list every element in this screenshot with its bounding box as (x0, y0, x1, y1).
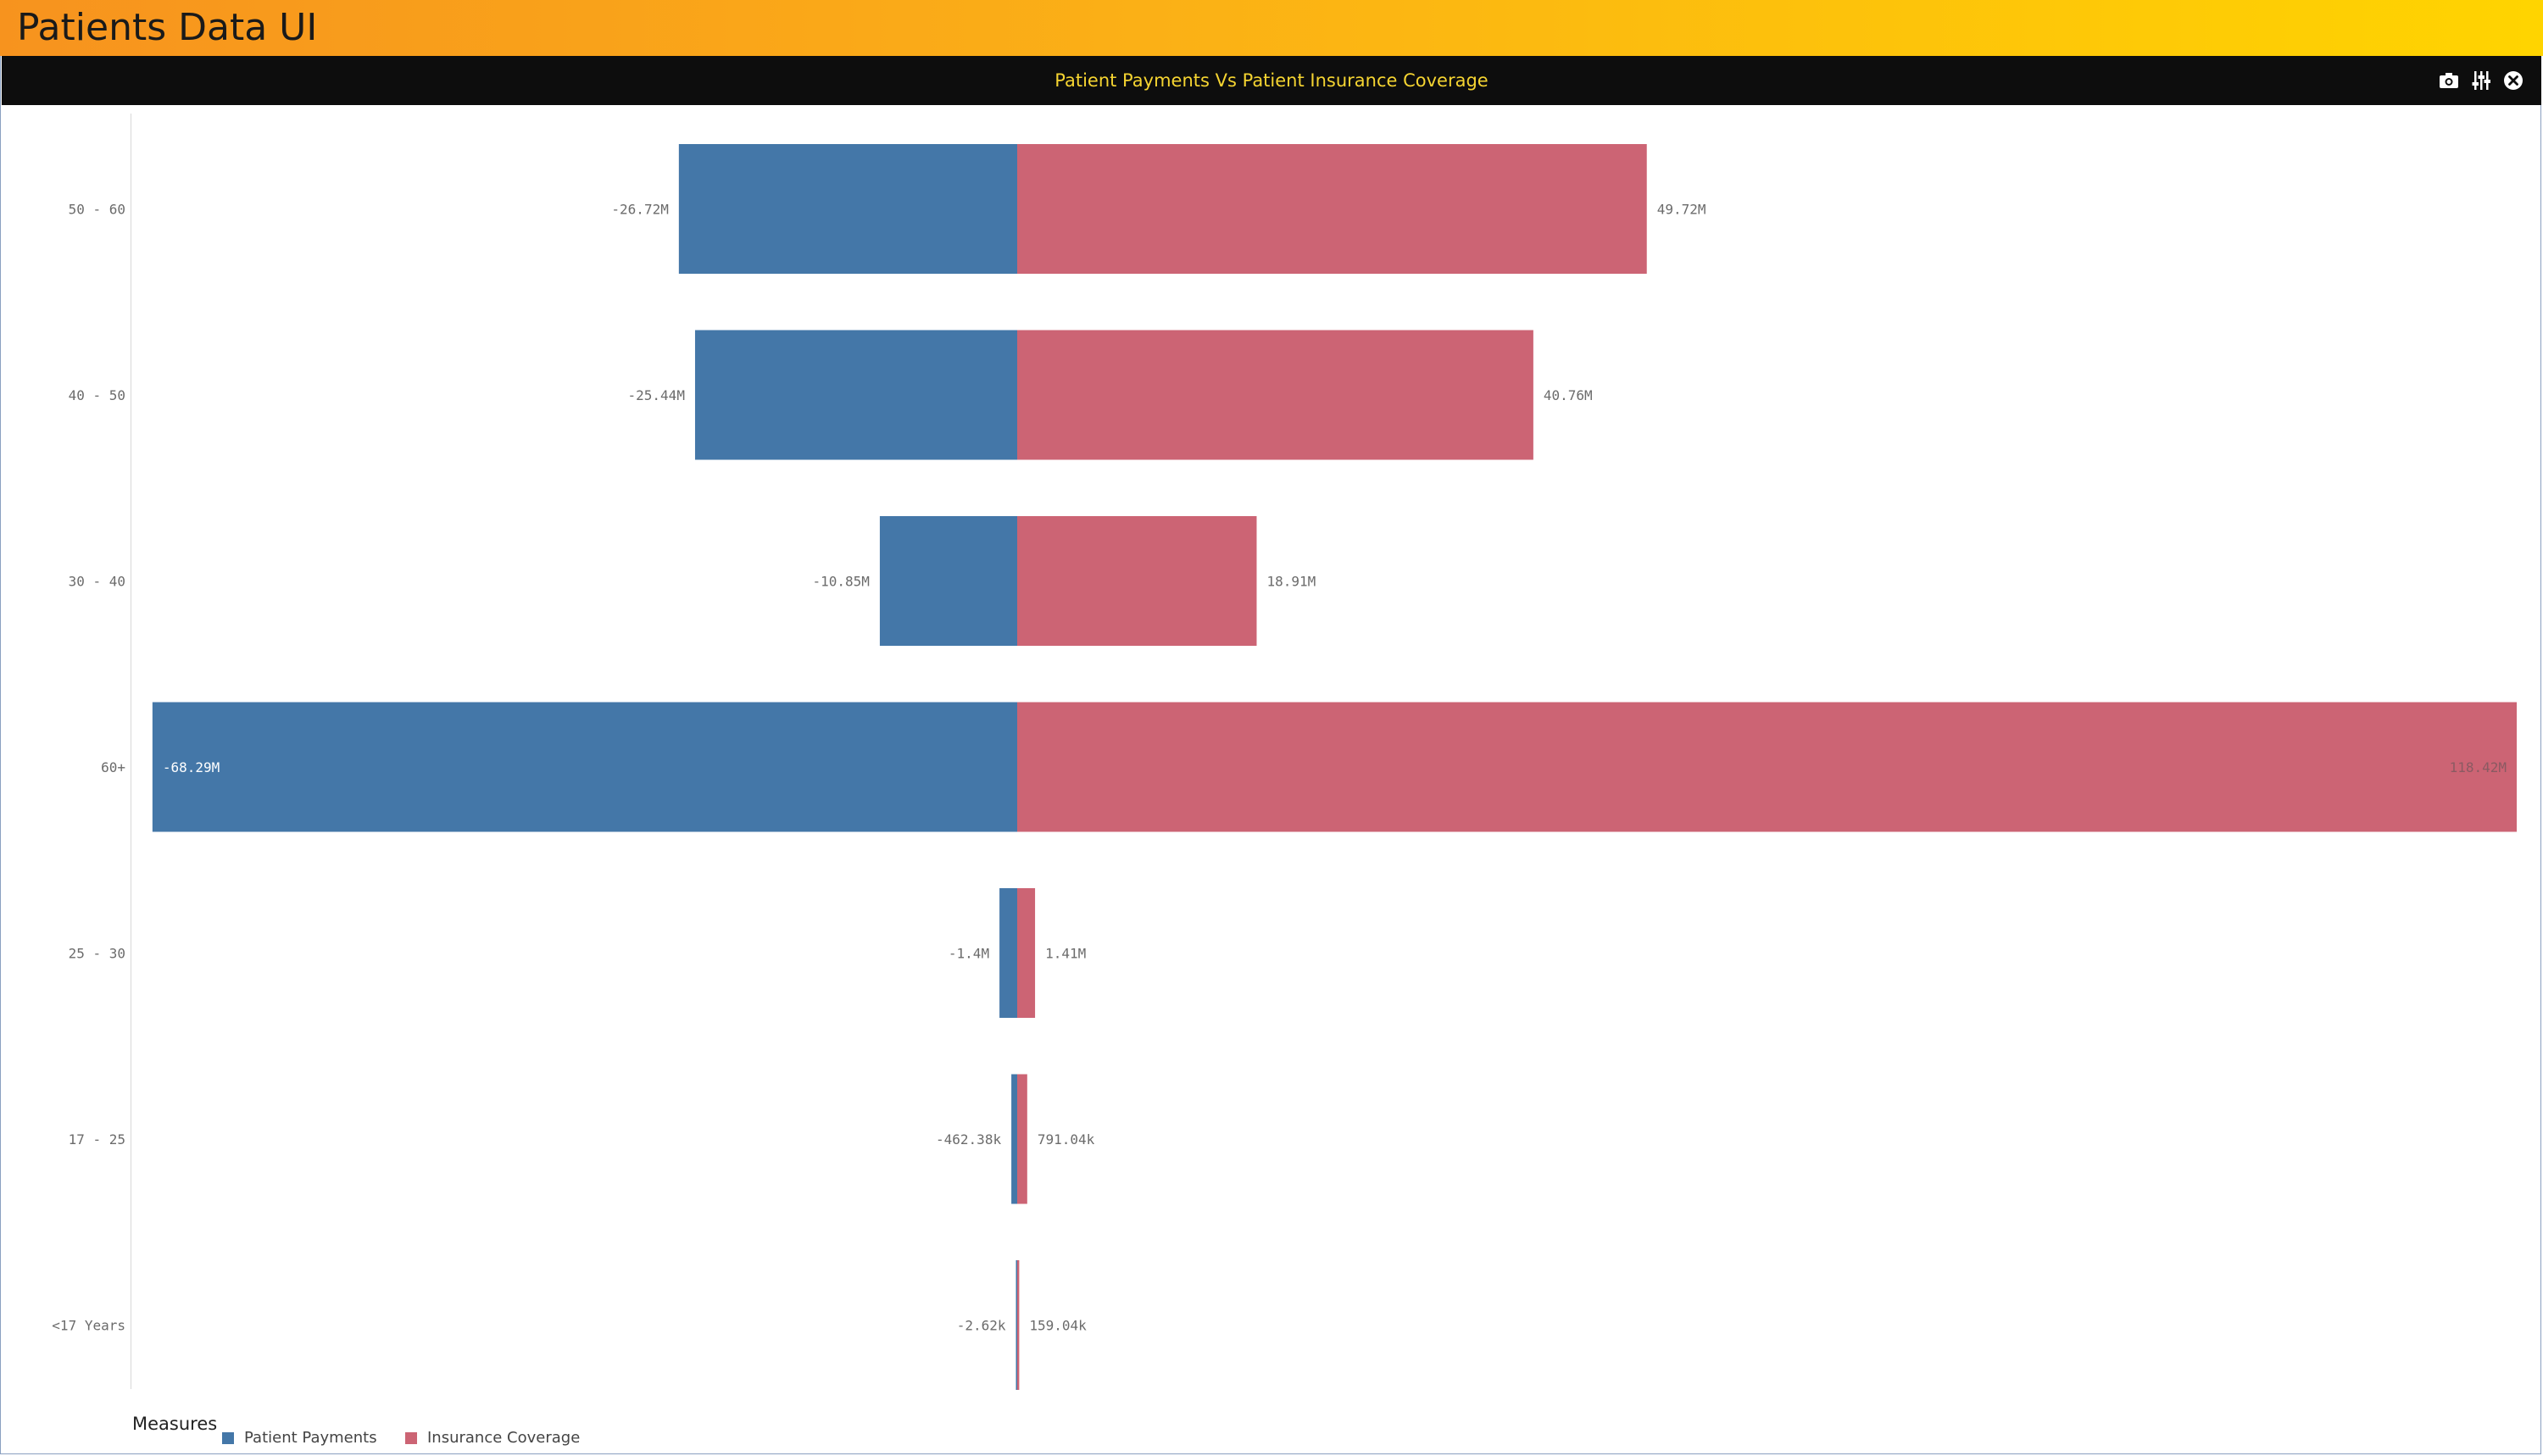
data-label-insurance-coverage: 159.04k (1029, 1318, 1087, 1334)
y-tick-label: 25 - 30 (69, 946, 125, 962)
app-title: Patients Data UI (17, 6, 318, 49)
y-tick-label: 40 - 50 (69, 387, 125, 403)
data-label-insurance-coverage: 791.04k (1038, 1131, 1095, 1148)
y-tick-label: 50 - 60 (69, 202, 125, 218)
legend-label-insurance-coverage: Insurance Coverage (427, 1429, 581, 1447)
bar-insurance-coverage-30-40[interactable] (1017, 516, 1257, 646)
panel-toolbar (2438, 68, 2524, 93)
data-label-insurance-coverage: 18.91M (1266, 574, 1316, 590)
bar-insurance-coverage-17-25[interactable] (1017, 1074, 1027, 1204)
legend-item-insurance-coverage[interactable]: Insurance Coverage (405, 1429, 580, 1447)
y-tick-label: <17 Years (52, 1318, 125, 1334)
legend-title: Measures (132, 1414, 218, 1434)
y-tick-label: 30 - 40 (69, 574, 125, 590)
bar-patient-payments-25-30[interactable] (999, 888, 1017, 1018)
legend-item-patient-payments[interactable]: Patient Payments (222, 1429, 377, 1447)
legend-swatch-patient-payments (222, 1431, 234, 1444)
data-label-patient-payments: -68.29M (163, 759, 220, 775)
bar-patient-payments-60[interactable] (152, 702, 1017, 832)
data-label-patient-payments: -25.44M (628, 387, 685, 403)
y-tick-label: 60+ (101, 759, 125, 775)
data-label-patient-payments: -462.38k (936, 1131, 1001, 1148)
panel-title: Patient Payments Vs Patient Insurance Co… (1054, 70, 1489, 91)
data-label-patient-payments: -1.4M (949, 946, 989, 962)
bar-patient-payments-40-50[interactable] (694, 330, 1017, 460)
bar-patient-payments-17-25[interactable] (1011, 1074, 1017, 1204)
data-label-insurance-coverage: 40.76M (1544, 387, 1593, 403)
y-tick-label: 17 - 25 (69, 1131, 125, 1148)
data-label-insurance-coverage: 1.41M (1045, 946, 1086, 962)
bars-group (152, 144, 2517, 1390)
diverging-bar-chart: 50 - 60 40 - 50 30 - 40 60+ 25 - 30 17 - 25 <1… (52, 114, 2517, 1390)
data-label-patient-payments: -2.62k (957, 1318, 1006, 1334)
bar-patient-payments-17-years[interactable] (1016, 1260, 1018, 1390)
legend-label-patient-payments: Patient Payments (244, 1429, 377, 1447)
app-header: Patients Data UI (0, 0, 2543, 56)
data-label-patient-payments: -10.85M (812, 574, 869, 590)
bar-insurance-coverage-17-years[interactable] (1017, 1260, 1020, 1390)
bar-insurance-coverage-40-50[interactable] (1017, 330, 1533, 460)
y-tick-labels: 50 - 60 40 - 50 30 - 40 60+ 25 - 30 17 - 25 <1… (52, 202, 125, 1334)
panel-title-bar: Patient Payments Vs Patient Insurance Co… (2, 56, 2541, 105)
data-labels: -26.72M 49.72M -25.44M 40.76M -10.85M 18.91M -… (163, 202, 2507, 1334)
bar-insurance-coverage-25-30[interactable] (1017, 888, 1036, 1018)
sliders-icon[interactable] (2470, 69, 2492, 92)
bar-insurance-coverage-60[interactable] (1017, 702, 2517, 832)
bar-patient-payments-30-40[interactable] (879, 516, 1017, 646)
camera-icon[interactable] (2438, 69, 2460, 92)
data-label-patient-payments: -26.72M (611, 202, 668, 218)
bar-insurance-coverage-50-60[interactable] (1017, 144, 1647, 274)
data-label-insurance-coverage: 49.72M (1657, 202, 1706, 218)
close-icon[interactable] (2502, 69, 2524, 92)
legend-swatch-insurance-coverage (405, 1431, 417, 1444)
bar-patient-payments-50-60[interactable] (678, 144, 1017, 274)
data-label-insurance-coverage: 118.42M (2450, 759, 2507, 775)
